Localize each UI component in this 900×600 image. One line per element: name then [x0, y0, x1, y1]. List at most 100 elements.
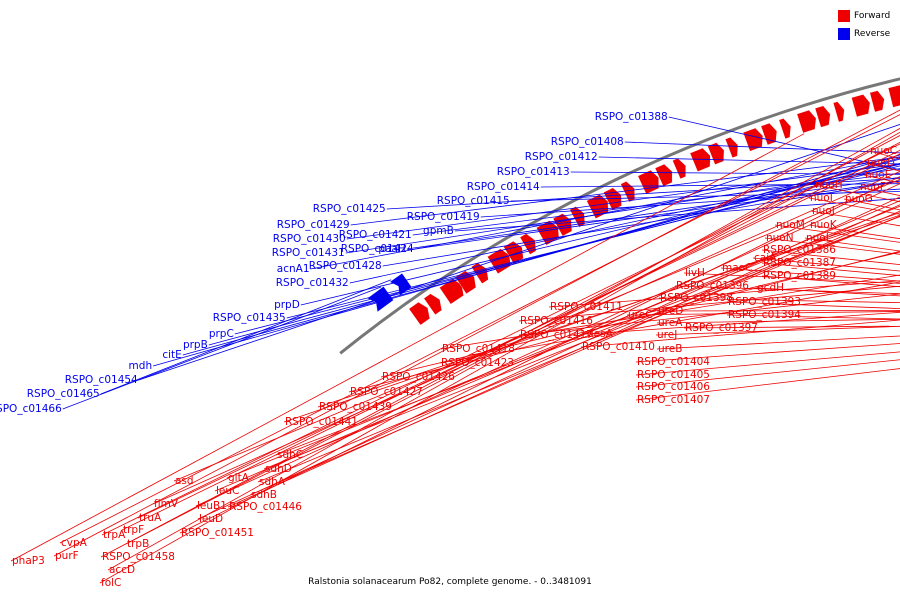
gene-label[interactable]: phaP3 — [12, 555, 45, 567]
gene-label[interactable]: nuoD — [867, 157, 895, 169]
gene-label[interactable]: RSPO_c01466 — [0, 403, 62, 415]
gene-label[interactable]: nuoJ — [812, 205, 835, 217]
gene-label[interactable]: RSPO_c01430 — [273, 233, 346, 245]
gene-label[interactable]: ureC — [628, 309, 653, 321]
gene-label[interactable]: RSPO_c01417 — [520, 329, 593, 341]
gene-label[interactable]: asd — [175, 475, 194, 487]
gene-label[interactable]: gcdH — [757, 282, 784, 294]
gene-label[interactable]: nuoL — [806, 232, 832, 244]
gene-label[interactable]: nuoH — [815, 179, 843, 191]
gene-label[interactable]: RSPO_c01398 — [660, 292, 733, 304]
gene-label[interactable]: cvpA — [61, 537, 88, 549]
gene-label[interactable]: sdhC — [277, 449, 303, 461]
gene-label[interactable]: RSPO_c01394 — [728, 309, 801, 321]
gene-label[interactable]: RSPO_c01427 — [350, 386, 423, 398]
gene-label[interactable]: RSPO_c01423 — [441, 357, 514, 369]
gene-label[interactable]: trpA — [103, 529, 126, 541]
gene-label[interactable]: folC — [101, 577, 121, 589]
gene-label[interactable]: leuC — [216, 485, 239, 497]
gene-label[interactable]: RSPO_c01411 — [550, 301, 623, 313]
gene-label[interactable]: RSPO_c01458 — [102, 551, 175, 563]
gene-label[interactable]: RSPO_c01396 — [676, 280, 749, 292]
gene-label[interactable]: gpmB — [423, 225, 454, 237]
gene-label[interactable]: RSPO_c01416 — [520, 315, 593, 327]
gene-label[interactable]: maoC — [722, 262, 752, 274]
gene-label[interactable]: fimV — [154, 498, 179, 510]
gene-label[interactable]: RSPO_c01386 — [763, 244, 836, 256]
gene-label[interactable]: RSPO_c01387 — [763, 257, 836, 269]
gene-label[interactable]: RSPO_c01414 — [467, 181, 540, 193]
gene-label[interactable]: RSPO_c01428 — [309, 260, 382, 272]
gene-label[interactable]: trpF — [123, 524, 144, 536]
gene-label[interactable]: RSPO_c01419 — [407, 211, 480, 223]
gene-label[interactable]: trpB — [127, 538, 149, 550]
gene-label[interactable]: sdhB — [251, 489, 277, 501]
gene-label[interactable]: ureJ — [657, 329, 677, 341]
gene-label[interactable]: prpB — [183, 339, 208, 351]
gene-label[interactable]: sdhA — [259, 476, 286, 488]
gene-label[interactable]: RSPO_c01439 — [319, 401, 392, 413]
gene-label[interactable]: RSPO_c01418 — [442, 343, 515, 355]
gene-label[interactable]: livH — [685, 267, 705, 279]
gene-label[interactable]: RSPO_c01465 — [27, 388, 100, 400]
gene-label[interactable]: caiA — [754, 252, 777, 264]
gene-label[interactable]: citE — [162, 349, 181, 361]
gene-label[interactable]: RSPO_c01405 — [637, 369, 710, 381]
gene-label[interactable]: truA — [139, 512, 162, 524]
gene-labels: RSPO_c01388 RSPO_c01408 RSPO_c01412 RSPO_c0… — [0, 111, 897, 589]
gene-label[interactable]: RSPO_c01408 — [551, 136, 624, 148]
gene-label[interactable]: RSPO_c01429 — [277, 219, 350, 231]
gene-label[interactable]: nuoF — [860, 181, 886, 193]
gene-label[interactable]: nuoC — [870, 145, 897, 157]
gene-label[interactable]: RSPO_c01407 — [637, 394, 710, 406]
gene-label[interactable]: leuD — [199, 513, 223, 525]
gene-label[interactable]: RSPO_c01413 — [497, 166, 570, 178]
gene-label[interactable]: RSPO_c01410 — [582, 341, 655, 353]
gene-label[interactable]: RSPO_c01425 — [313, 203, 386, 215]
leader-line — [300, 162, 900, 306]
gene-label[interactable]: RSPO_c01424 — [341, 243, 414, 255]
gene-label[interactable]: RSPO_c01446 — [229, 501, 302, 513]
gene-label[interactable]: RSPO_c01432 — [276, 277, 349, 289]
gene-label[interactable]: prpD — [274, 299, 300, 311]
gene-label[interactable]: RSPO_c01404 — [637, 356, 710, 368]
gene-label[interactable]: RSPO_c01406 — [637, 381, 710, 393]
gene-label[interactable]: ureA — [658, 317, 683, 329]
gene-label[interactable]: RSPO_c01389 — [763, 270, 836, 282]
gene-label[interactable]: RSPO_c01435 — [213, 312, 286, 324]
gene-label[interactable]: RSPO_c01426 — [382, 371, 455, 383]
gene-label[interactable]: RSPO_c01397 — [685, 322, 758, 334]
gene-label[interactable]: RSPO_c01431 — [272, 247, 345, 259]
gene-label[interactable]: RSPO_c01421 — [339, 229, 412, 241]
gene-label[interactable]: RSPO_c01454 — [65, 374, 138, 386]
gene-label[interactable]: RSPO_c01441 — [285, 416, 358, 428]
gene-block — [742, 127, 764, 152]
gene-label[interactable]: nuoE — [865, 169, 891, 181]
gene-label[interactable]: RSPO_c01388 — [595, 111, 668, 123]
gene-label[interactable]: nuoM — [776, 219, 805, 231]
gene-label[interactable]: desA — [587, 328, 614, 340]
gene-label[interactable]: purF — [55, 550, 79, 562]
gene-block — [637, 169, 659, 195]
gene-label[interactable]: nuoK — [810, 219, 838, 231]
gene-label[interactable]: prpC — [209, 328, 234, 340]
gene-label[interactable]: RSPO_c01393 — [728, 296, 801, 308]
gene-label[interactable]: nuoI — [810, 192, 833, 204]
gene-label[interactable]: gltA — [228, 472, 250, 484]
gene-label[interactable]: mdh — [129, 360, 153, 372]
gene-label[interactable]: accD — [109, 564, 135, 576]
gene-label[interactable]: RSPO_c01412 — [525, 151, 598, 163]
gene-label[interactable]: paaH — [378, 243, 405, 255]
gene-label[interactable]: ureD — [658, 305, 683, 317]
gene-label[interactable]: leuB1 — [197, 500, 227, 512]
gene-label[interactable]: RSPO_c01415 — [437, 195, 510, 207]
gene-block — [672, 158, 687, 180]
gene-label[interactable]: sdhD — [265, 463, 292, 475]
gene-label[interactable]: ureB — [658, 343, 682, 355]
gene-label[interactable]: nuoN — [766, 232, 794, 244]
gene-features — [366, 84, 900, 326]
gene-label[interactable]: RSPO_c01451 — [181, 527, 254, 539]
gene-label[interactable]: acnA1 — [277, 263, 310, 275]
gene-label[interactable]: nuoG — [845, 193, 873, 205]
